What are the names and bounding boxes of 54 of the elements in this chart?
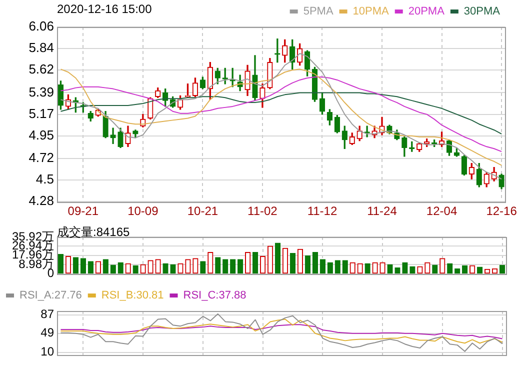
bar xyxy=(238,259,244,274)
bar xyxy=(447,263,453,274)
x-tick-label: 10-09 xyxy=(128,204,159,218)
bar xyxy=(102,259,108,274)
bar xyxy=(312,252,318,274)
x-tick-label: 11-24 xyxy=(367,204,398,218)
bar xyxy=(342,260,348,274)
legend-label: RSI_C:37.88 xyxy=(183,290,246,302)
legend-label: 20PMA xyxy=(408,6,446,18)
bar xyxy=(80,258,86,274)
bar xyxy=(402,262,408,274)
y-tick-label: 6.06 xyxy=(28,18,54,34)
bar xyxy=(162,263,168,274)
y-tick-label: 5.84 xyxy=(28,40,54,56)
bar xyxy=(327,262,333,274)
candlestick xyxy=(110,128,116,144)
bar xyxy=(222,259,228,274)
x-tick-label: 09-21 xyxy=(68,204,99,218)
y-tick-label: 5.62 xyxy=(28,62,54,77)
x-tick-label: 11-12 xyxy=(307,204,338,218)
legend-label: 10PMA xyxy=(352,6,390,18)
y-tick-label: 4.28 xyxy=(28,193,54,208)
bar xyxy=(200,261,206,274)
y-tick-label: 4.72 xyxy=(28,150,54,166)
x-tick-label: 12-16 xyxy=(486,204,518,218)
x-tick-label: 12-04 xyxy=(426,204,458,218)
legend-label: RSI_B:30.81 xyxy=(101,290,164,302)
legend-label: 30PMA xyxy=(464,6,501,18)
y-tick-label: 4.95 xyxy=(28,127,54,142)
chart-title: 2020-12-16 15:00 xyxy=(57,2,152,16)
y-tick-label: 5.39 xyxy=(28,84,54,100)
bar xyxy=(72,257,79,274)
bar xyxy=(58,254,64,274)
bar xyxy=(320,259,326,274)
bar xyxy=(364,263,370,274)
y-tick-label: 4.5 xyxy=(36,172,54,187)
y-tick-label: 0 xyxy=(47,266,54,280)
bar xyxy=(334,260,340,274)
y-tick-label: 5.17 xyxy=(28,106,54,121)
chart-title: 成交量:84165 xyxy=(57,224,130,241)
x-tick-label: 11-02 xyxy=(248,204,278,218)
y-tick-label: 49 xyxy=(40,326,54,340)
bar xyxy=(118,262,124,274)
x-tick-label: 10-21 xyxy=(187,204,218,218)
y-tick-label: 10 xyxy=(40,344,54,359)
bar xyxy=(215,257,221,274)
bar xyxy=(252,252,258,274)
legend-label: RSI_A:27.76 xyxy=(20,290,82,302)
legend-label: 5PMA xyxy=(303,6,334,18)
bar xyxy=(290,252,296,274)
y-tick-label: 87 xyxy=(40,307,54,322)
bar xyxy=(230,259,236,274)
bar xyxy=(274,242,281,274)
bar xyxy=(88,261,94,274)
